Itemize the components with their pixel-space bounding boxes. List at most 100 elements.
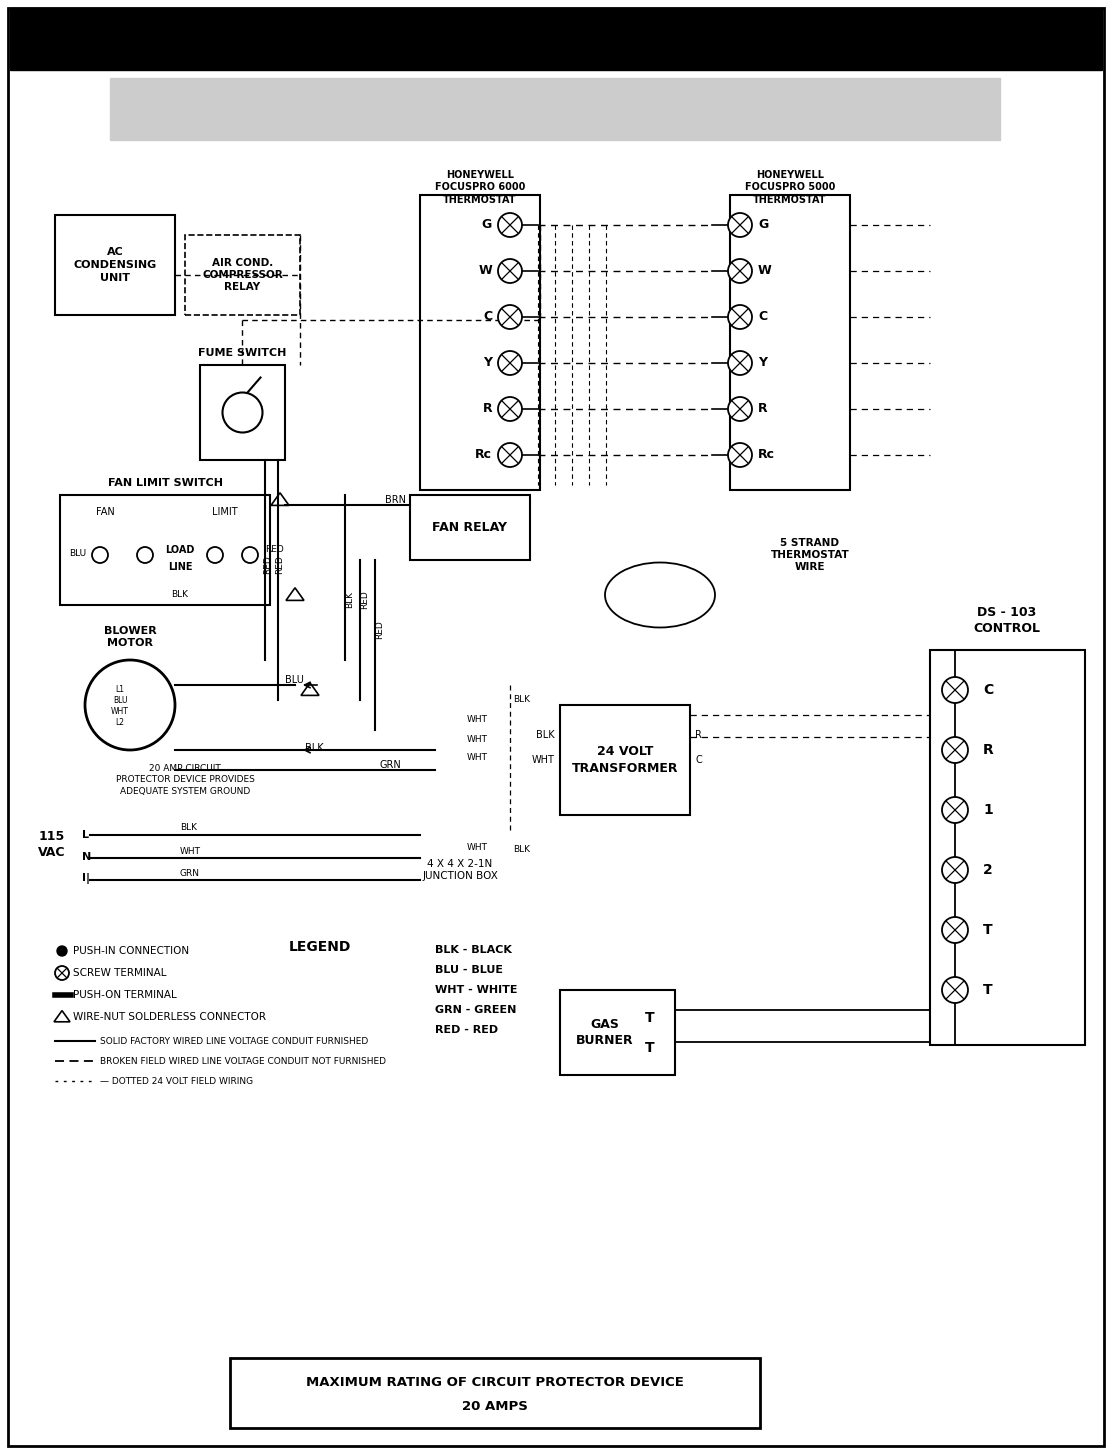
Text: Rc: Rc (758, 448, 775, 461)
Text: WHT: WHT (467, 715, 488, 724)
Text: C: C (758, 311, 767, 323)
Circle shape (942, 797, 969, 823)
Bar (420, 195, 540, 490)
Text: AC
CONDENSING
UNIT: AC CONDENSING UNIT (73, 247, 157, 284)
Text: GRN: GRN (180, 868, 200, 878)
Text: BLK: BLK (536, 730, 555, 740)
Bar (729, 195, 850, 490)
Text: WHT - WHITE: WHT - WHITE (435, 984, 517, 995)
Circle shape (498, 397, 522, 422)
Text: G: G (758, 218, 768, 231)
Text: T: T (645, 1011, 655, 1025)
Circle shape (54, 965, 69, 980)
Text: Y: Y (758, 356, 767, 369)
Text: HONEYWELL
FOCUSPRO 6000
THERMOSTAT: HONEYWELL FOCUSPRO 6000 THERMOSTAT (435, 170, 525, 205)
Text: Y: Y (483, 356, 492, 369)
Text: 20 AMP CIRCUIT
PROTECTOR DEVICE PROVIDES
ADEQUATE SYSTEM GROUND: 20 AMP CIRCUIT PROTECTOR DEVICE PROVIDES… (116, 765, 255, 795)
Text: BLK: BLK (346, 592, 355, 609)
Bar (560, 990, 675, 1075)
Text: R: R (758, 403, 767, 416)
Text: Rc: Rc (475, 448, 492, 461)
Text: 2: 2 (983, 864, 993, 877)
Circle shape (57, 947, 67, 955)
Text: SOLID FACTORY WIRED LINE VOLTAGE CONDUIT FURNISHED: SOLID FACTORY WIRED LINE VOLTAGE CONDUIT… (100, 1037, 368, 1045)
Text: R: R (983, 743, 994, 758)
Circle shape (942, 678, 969, 702)
Text: — DOTTED 24 VOLT FIELD WIRING: — DOTTED 24 VOLT FIELD WIRING (100, 1076, 254, 1086)
Text: BLK: BLK (513, 695, 530, 705)
Circle shape (728, 350, 752, 375)
Text: BLU - BLUE: BLU - BLUE (435, 965, 503, 976)
Text: WHT: WHT (533, 755, 555, 765)
Circle shape (942, 917, 969, 944)
Text: T: T (983, 983, 993, 997)
Text: RED: RED (264, 555, 272, 574)
Text: BLK: BLK (180, 823, 197, 833)
Circle shape (942, 856, 969, 883)
Text: AIR COND.
COMPRESSOR
RELAY: AIR COND. COMPRESSOR RELAY (202, 257, 282, 292)
Text: BLU: BLU (285, 675, 304, 685)
Text: DS - 103
CONTROL: DS - 103 CONTROL (973, 606, 1041, 635)
Text: L1
BLU: L1 BLU (112, 685, 127, 705)
Circle shape (728, 443, 752, 467)
Text: BLK: BLK (513, 845, 530, 855)
Text: WHT: WHT (180, 846, 201, 855)
Bar (10, 9, 1102, 70)
Text: FAN LIMIT SWITCH: FAN LIMIT SWITCH (108, 478, 222, 489)
Bar (54, 215, 175, 316)
Text: G: G (481, 218, 492, 231)
Text: BLK: BLK (171, 590, 189, 599)
Text: 5 STRAND
THERMOSTAT
WIRE: 5 STRAND THERMOSTAT WIRE (771, 538, 850, 573)
Text: SCREW TERMINAL: SCREW TERMINAL (73, 968, 167, 979)
Text: GRN - GREEN: GRN - GREEN (435, 1005, 516, 1015)
Text: C: C (695, 755, 702, 765)
Text: BLK - BLACK: BLK - BLACK (435, 945, 512, 955)
Text: LIMIT: LIMIT (212, 507, 238, 518)
Text: GRN: GRN (380, 760, 401, 771)
Circle shape (728, 305, 752, 329)
Text: 1: 1 (983, 803, 993, 817)
Text: RED: RED (376, 621, 385, 640)
Text: 4 X 4 X 2-1N
JUNCTION BOX: 4 X 4 X 2-1N JUNCTION BOX (423, 859, 498, 881)
Circle shape (728, 259, 752, 284)
Text: N: N (82, 852, 91, 862)
Text: BLU: BLU (69, 548, 87, 557)
Text: PUSH-IN CONNECTION: PUSH-IN CONNECTION (73, 947, 189, 955)
Text: BROKEN FIELD WIRED LINE VOLTAGE CONDUIT NOT FURNISHED: BROKEN FIELD WIRED LINE VOLTAGE CONDUIT … (100, 1057, 386, 1066)
Text: BLK: BLK (305, 743, 324, 753)
Text: W: W (758, 265, 772, 278)
Circle shape (942, 977, 969, 1003)
Text: RED: RED (265, 545, 284, 554)
Circle shape (498, 259, 522, 284)
Text: FAN: FAN (96, 507, 115, 518)
Bar (410, 494, 530, 560)
Bar (60, 494, 270, 605)
Text: R: R (695, 730, 702, 740)
Text: L: L (82, 830, 89, 840)
Text: T: T (645, 1041, 655, 1056)
Text: LEGEND: LEGEND (289, 939, 351, 954)
Text: WIRE-NUT SOLDERLESS CONNECTOR: WIRE-NUT SOLDERLESS CONNECTOR (73, 1012, 266, 1022)
Circle shape (728, 212, 752, 237)
Text: WHT
L2: WHT L2 (111, 707, 129, 727)
Text: C: C (983, 683, 993, 696)
Text: PUSH-ON TERMINAL: PUSH-ON TERMINAL (73, 990, 177, 1000)
Text: R: R (483, 403, 492, 416)
Text: WHT: WHT (467, 753, 488, 762)
Text: LOAD: LOAD (166, 545, 195, 555)
Text: BLOWER
MOTOR: BLOWER MOTOR (103, 625, 157, 648)
Text: MAXIMUM RATING OF CIRCUIT PROTECTOR DEVICE: MAXIMUM RATING OF CIRCUIT PROTECTOR DEVI… (306, 1377, 684, 1390)
Bar (110, 79, 1000, 140)
Text: GAS
BURNER: GAS BURNER (576, 1018, 634, 1047)
Text: WHT: WHT (467, 736, 488, 744)
Text: LINE: LINE (168, 563, 192, 571)
Text: C: C (483, 311, 492, 323)
Text: W: W (478, 265, 492, 278)
Text: RED: RED (276, 555, 285, 574)
Circle shape (498, 350, 522, 375)
Bar (930, 650, 1085, 1045)
Text: 20 AMPS: 20 AMPS (463, 1400, 528, 1413)
Circle shape (942, 737, 969, 763)
Text: RED: RED (360, 590, 369, 609)
Circle shape (498, 443, 522, 467)
